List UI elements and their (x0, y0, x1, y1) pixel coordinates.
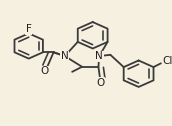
Text: O: O (96, 78, 104, 88)
Text: Cl: Cl (162, 56, 172, 66)
Text: N: N (95, 51, 103, 61)
Text: F: F (26, 24, 32, 34)
Text: O: O (40, 66, 49, 76)
Text: N: N (61, 51, 69, 61)
